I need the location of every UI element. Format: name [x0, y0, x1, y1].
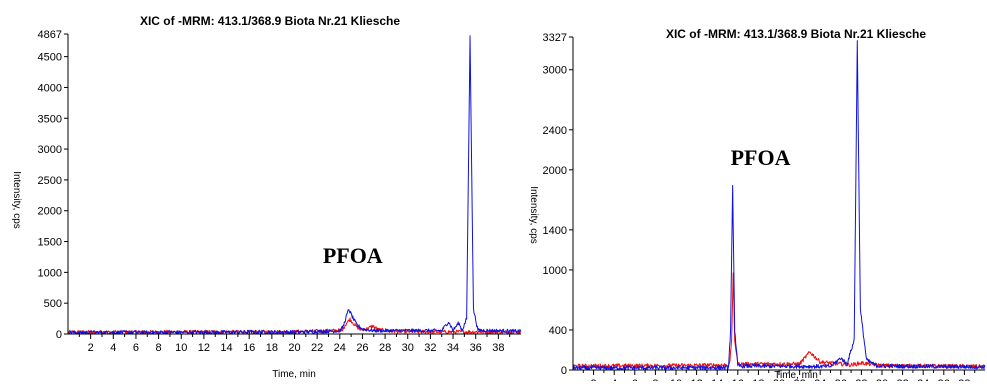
- x-tick-label: 6: [133, 342, 139, 354]
- left-axis-ticks: 0 500 1000 1500 2000 2500 3000 3500 4000 4500 4867…: [38, 29, 511, 354]
- x-tick-label: 38: [492, 342, 504, 354]
- right-x-axis-label: Time, min: [774, 370, 818, 381]
- right-axis-ticks: 0400100014002000240030003327246810121416…: [543, 32, 976, 386]
- right-y-axis-label: Intensity, cps: [528, 186, 539, 244]
- y-tick-label: 2000: [543, 165, 567, 177]
- red-trace-series: [572, 272, 986, 369]
- right-pfoa-annotation: PFOA: [731, 145, 791, 170]
- y-tick-label: 3500: [38, 113, 62, 125]
- y-tick-label: 4000: [38, 82, 62, 94]
- x-tick-label: 20: [288, 342, 300, 354]
- y-tick-label: 1500: [38, 237, 62, 249]
- x-tick-label: 4: [110, 342, 116, 354]
- right-series-lines: [572, 40, 986, 371]
- x-tick-label: 12: [198, 342, 210, 354]
- y-tick-label: 1000: [543, 265, 567, 277]
- x-tick-label: 30: [402, 342, 414, 354]
- y-tick-label: 0: [561, 365, 567, 377]
- y-tick-label: 1400: [543, 225, 567, 237]
- x-tick-label: 22: [311, 342, 323, 354]
- left-y-axis-label: Intensity, cps: [11, 171, 22, 229]
- blue-trace-series: [67, 35, 522, 335]
- left-axes: [67, 34, 521, 335]
- left-chromatogram-panel: XIC of -MRM: 413.1/368.9 Biota Nr.21 Kli…: [11, 14, 522, 380]
- x-tick-label: 8: [156, 342, 162, 354]
- y-tick-label: 2400: [543, 125, 567, 137]
- x-tick-label: 36: [470, 342, 482, 354]
- right-axes: [572, 37, 985, 371]
- y-tick-label: 400: [549, 325, 567, 337]
- right-chart-title: XIC of -MRM: 413.1/368.9 Biota Nr.21 Kli…: [666, 27, 926, 41]
- y-tick-label: 2500: [38, 175, 62, 187]
- y-tick-label: 3327: [543, 32, 567, 44]
- x-tick-label: 24: [334, 342, 346, 354]
- y-tick-label: 2000: [38, 206, 62, 218]
- y-tick-label: 3000: [38, 144, 62, 156]
- y-tick-label: 3000: [543, 65, 567, 77]
- x-tick-label: 18: [266, 342, 278, 354]
- y-tick-label: 1000: [38, 267, 62, 279]
- x-tick-label: 14: [220, 342, 232, 354]
- x-tick-label: 26: [356, 342, 368, 354]
- x-tick-label: 16: [243, 342, 255, 354]
- y-tick-label: 500: [44, 298, 62, 310]
- x-tick-label: 2: [88, 342, 94, 354]
- y-tick-label: 4500: [38, 52, 62, 64]
- left-pfoa-annotation: PFOA: [323, 243, 383, 268]
- y-tick-label: 0: [56, 329, 62, 341]
- left-chart-title: XIC of -MRM: 413.1/368.9 Biota Nr.21 Kli…: [140, 14, 400, 28]
- x-tick-label: 32: [424, 342, 436, 354]
- y-tick-label: 4867: [38, 29, 62, 41]
- blue-trace-series: [572, 40, 986, 371]
- left-series-lines: [67, 35, 522, 335]
- x-tick-label: 10: [175, 342, 187, 354]
- left-x-axis-label: Time, min: [272, 369, 316, 380]
- right-chromatogram-panel: XIC of -MRM: 413.1/368.9 Biota Nr.21 Kli…: [528, 27, 986, 386]
- x-tick-label: 28: [379, 342, 391, 354]
- x-tick-label: 34: [447, 342, 459, 354]
